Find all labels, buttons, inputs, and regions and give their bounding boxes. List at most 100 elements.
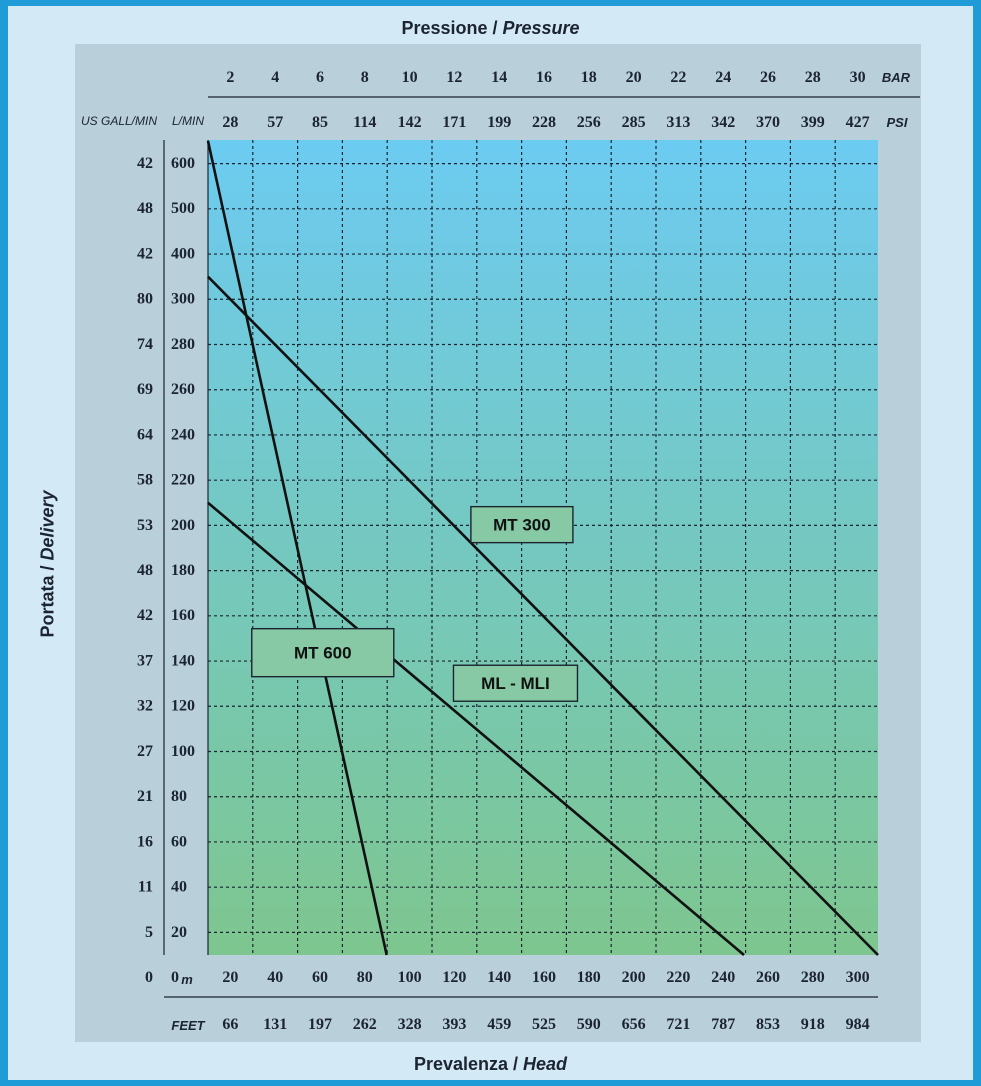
- psi-unit-label: PSI: [887, 115, 908, 130]
- bar-tick-label: 8: [361, 69, 369, 86]
- pressure-title-separator: /: [487, 18, 503, 38]
- series-label-box: MT 300: [470, 505, 574, 544]
- gall-tick-label: 42: [137, 245, 153, 262]
- lmin-tick-label: 280: [171, 336, 195, 353]
- lmin-tick-label: 600: [171, 155, 195, 172]
- pressure-title-it: Pressione: [401, 18, 488, 38]
- psi-tick-label: 342: [711, 114, 735, 131]
- gall-tick-label: 48: [137, 562, 153, 579]
- series-label: MT 300: [493, 516, 551, 535]
- head-title-it: Prevalenza: [413, 1054, 509, 1074]
- feet-tick-label: 787: [711, 1016, 735, 1033]
- gall-tick-label: 5: [145, 924, 153, 941]
- psi-tick-label: 85: [312, 114, 328, 131]
- psi-tick-label: 285: [622, 114, 646, 131]
- m-tick-label: 20: [222, 969, 238, 986]
- psi-tick-label: 228: [532, 114, 556, 131]
- bar-tick-label: 24: [715, 69, 731, 86]
- lmin-tick-label: 60: [171, 833, 187, 850]
- feet-tick-label: 721: [666, 1016, 690, 1033]
- lmin-tick-label: 100: [171, 743, 195, 760]
- feet-tick-label: 393: [442, 1016, 466, 1033]
- gall-tick-label: 69: [137, 381, 153, 398]
- bar-tick-label: 18: [581, 69, 597, 86]
- lmin-tick-label: 200: [171, 517, 195, 534]
- m-tick-label: 200: [622, 969, 646, 986]
- psi-tick-label: 57: [267, 114, 283, 131]
- lmin-tick-label: 40: [171, 879, 187, 896]
- gall-tick-label: 58: [137, 472, 153, 489]
- series-label: ML - MLI: [481, 674, 550, 693]
- series-label-box: MT 600: [251, 627, 395, 678]
- pressure-title-en: Pressure: [502, 18, 580, 38]
- us-gall-unit-label: US GALL/MIN: [81, 114, 157, 128]
- m-tick-label: 100: [398, 969, 422, 986]
- gall-tick-label: 27: [137, 743, 153, 760]
- series-labels: MT 300 ML - MLI MT 600: [251, 505, 579, 702]
- psi-tick-label: 114: [353, 114, 376, 131]
- lmin-tick-label: 120: [171, 698, 195, 715]
- m-tick-label: 140: [487, 969, 511, 986]
- gall-tick-label: 74: [137, 336, 153, 353]
- head-title-separator: /: [508, 1054, 524, 1074]
- lmin-tick-label: 80: [171, 788, 187, 805]
- gall-tick-label: 42: [137, 607, 153, 624]
- m-tick-label: 300: [846, 969, 870, 986]
- lmin-tick-label: 260: [171, 381, 195, 398]
- bar-tick-label: 30: [850, 69, 866, 86]
- psi-tick-label: 28: [222, 114, 238, 131]
- bar-tick-label: 12: [446, 69, 462, 86]
- feet-tick-label: 525: [532, 1016, 556, 1033]
- psi-tick-label: 142: [398, 114, 422, 131]
- feet-tick-label: 262: [353, 1016, 377, 1033]
- m-tick-label: 80: [357, 969, 373, 986]
- feet-tick-label: 984: [846, 1016, 870, 1033]
- series-line-0: [207, 275, 879, 956]
- bar-tick-label: 26: [760, 69, 776, 86]
- lmin-tick-label: 160: [171, 607, 195, 624]
- series-label-bg: [251, 627, 395, 678]
- bar-tick-label: 28: [805, 69, 821, 86]
- m-tick-label: 180: [577, 969, 601, 986]
- gall-tick-label: 80: [137, 291, 153, 308]
- bar-tick-label: 14: [491, 69, 507, 86]
- gall-tick-label: 37: [137, 652, 153, 669]
- m-unit-label: m: [181, 972, 193, 987]
- gall-tick-label: 53: [137, 517, 153, 534]
- psi-tick-label: 199: [487, 114, 511, 131]
- gall-tick-label: 64: [137, 426, 153, 443]
- lmin-tick-label: 500: [171, 200, 195, 217]
- axes: [163, 96, 920, 998]
- bar-tick-label: 2: [226, 69, 234, 86]
- feet-tick-label: 328: [398, 1016, 422, 1033]
- bar-tick-label: 10: [402, 69, 418, 86]
- series-line-2: [206, 140, 388, 956]
- feet-tick-label: 197: [308, 1016, 332, 1033]
- m-tick-label: 280: [801, 969, 825, 986]
- lmin-tick-label: 180: [171, 562, 195, 579]
- series-label-box: ML - MLI: [452, 664, 579, 702]
- m-tick-label: 160: [532, 969, 556, 986]
- lmin-tick-label: 220: [171, 472, 195, 489]
- feet-tick-label: 459: [487, 1016, 511, 1033]
- m-tick-label: 260: [756, 969, 780, 986]
- feet-tick-label: 918: [801, 1016, 825, 1033]
- bar-unit-label: BAR: [882, 70, 911, 85]
- gall-tick-label: 32: [137, 698, 153, 715]
- gall-tick-label: 0: [145, 969, 153, 986]
- head-title-en: Head: [523, 1054, 568, 1074]
- bar-tick-label: 16: [536, 69, 552, 86]
- feet-tick-label: 590: [577, 1016, 601, 1033]
- plot-area: [208, 140, 878, 955]
- m-tick-label: 240: [711, 969, 735, 986]
- series-label-bg: [452, 664, 579, 702]
- bar-tick-label: 6: [316, 69, 324, 86]
- lmin-tick-label: 0: [171, 969, 179, 986]
- bar-tick-label: 20: [626, 69, 642, 86]
- psi-tick-label: 399: [801, 114, 825, 131]
- feet-tick-label: 131: [263, 1016, 287, 1033]
- lmin-tick-label: 140: [171, 652, 195, 669]
- lmin-tick-label: 300: [171, 291, 195, 308]
